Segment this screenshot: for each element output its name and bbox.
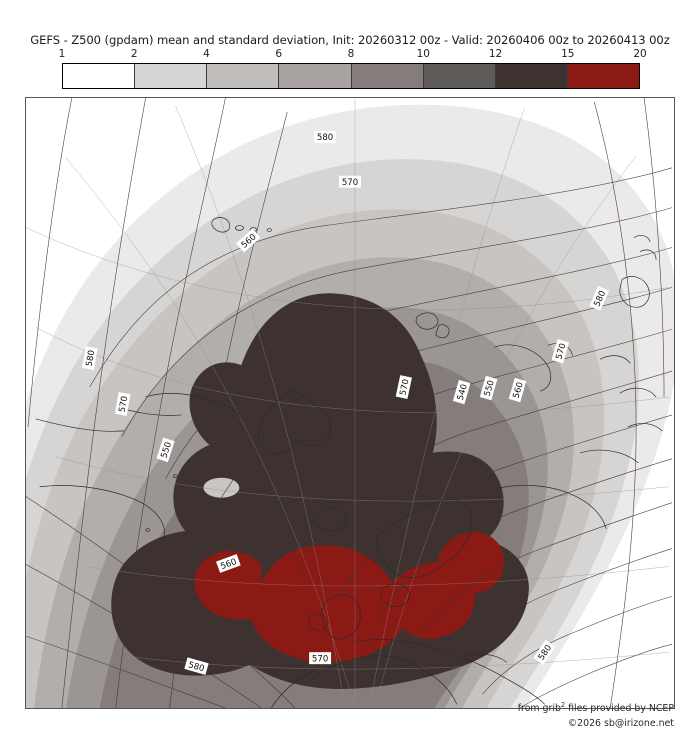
colorbar-segment-12-15 xyxy=(494,64,567,88)
svg-text:570: 570 xyxy=(312,654,328,664)
svg-text:580: 580 xyxy=(187,660,205,674)
copyright-credit: ©2026 sb@irizone.net xyxy=(567,718,674,729)
stddev-band-15-20 xyxy=(194,545,475,663)
stddev-shading xyxy=(26,104,674,708)
colorbar-tick-2: 2 xyxy=(130,48,138,60)
colorbar-segment-6-8 xyxy=(278,64,351,88)
svg-text:580: 580 xyxy=(317,133,333,143)
colorbar-tick-6: 6 xyxy=(275,48,283,60)
colorbar-tick-1: 1 xyxy=(58,48,66,60)
colorbar-segment-10-12 xyxy=(422,64,495,88)
svg-text:550: 550 xyxy=(483,379,497,397)
colorbar-tick-20: 20 xyxy=(633,48,647,60)
colorbar: 1 2 4 6 8 10 12 15 20 xyxy=(58,48,647,91)
credit-source-sup: 2 xyxy=(560,701,566,709)
colorbar-swatches xyxy=(62,63,640,89)
colorbar-segment-4-6 xyxy=(206,64,279,88)
colorbar-segment-2-4 xyxy=(134,64,207,88)
svg-text:570: 570 xyxy=(554,342,568,360)
colorbar-tick-4: 4 xyxy=(203,48,210,60)
map-svg: 580 570 560 580 570 550 570 540 550 560 … xyxy=(26,98,674,708)
colorbar-tick-8: 8 xyxy=(347,48,355,60)
colorbar-tick-12: 12 xyxy=(488,48,503,60)
data-source-credit: from grib2 files provided by NCEP xyxy=(518,701,674,714)
credit-source-suffix: files provided by NCEP xyxy=(565,703,674,715)
colorbar-segment-8-10 xyxy=(350,64,423,88)
svg-text:580: 580 xyxy=(85,349,98,367)
svg-text:550: 550 xyxy=(159,441,174,460)
page-title: GEFS - Z500 (gpdam) mean and standard de… xyxy=(30,33,670,47)
credit-source-prefix: from grib xyxy=(517,703,561,715)
map-panel[interactable]: 580 570 560 580 570 550 570 540 550 560 … xyxy=(25,97,675,709)
stddev-inner-minimum xyxy=(203,477,240,498)
stddev-band-15-20-lobe xyxy=(438,531,505,594)
contour-labels: 580 570 560 580 570 550 570 540 550 560 … xyxy=(82,130,610,675)
svg-text:570: 570 xyxy=(118,395,131,413)
colorbar-tick-15: 15 xyxy=(561,48,575,60)
mean-contours xyxy=(26,98,673,708)
svg-text:540: 540 xyxy=(456,383,470,401)
colorbar-segment-15-20 xyxy=(566,64,639,88)
svg-text:570: 570 xyxy=(398,378,411,396)
svg-text:560: 560 xyxy=(512,381,526,399)
colorbar-segment-1-2 xyxy=(63,64,135,88)
colorbar-tick-labels: 1 2 4 6 8 10 12 15 20 xyxy=(58,48,647,62)
colorbar-tick-10: 10 xyxy=(416,48,430,60)
svg-text:570: 570 xyxy=(342,178,358,188)
